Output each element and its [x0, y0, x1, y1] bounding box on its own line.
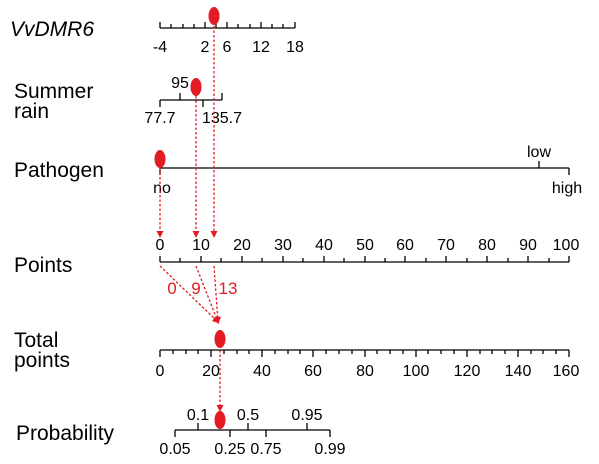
probability-upper-tick-label: 0.95 — [291, 407, 322, 424]
contribution-label-vvdmr6: 13 — [219, 279, 238, 298]
pathogen-lower-tick-label: high — [552, 180, 582, 197]
summer-rain-lower-tick-label: 135.7 — [202, 110, 242, 127]
total-points-tick-label: 40 — [253, 363, 271, 380]
points-sum-arrow-13 — [213, 265, 222, 324]
points-tick-label: 70 — [437, 237, 455, 254]
probability-upper-tick-label: 0.1 — [187, 407, 209, 424]
points-tick-label: 30 — [274, 237, 292, 254]
pathogen-value-marker — [154, 150, 166, 168]
probability-lower-tick-label: 0.25 — [214, 441, 245, 458]
vvdmr6-tick-label: 12 — [252, 39, 270, 56]
row-label-summer-rain-line1: Summer — [14, 80, 93, 103]
row-label-summer-rain-line2: rain — [14, 100, 49, 123]
summer-rain-value-marker — [190, 78, 202, 96]
row-label-points: Points — [14, 254, 72, 277]
probability-upper-tick-label: 0.5 — [237, 407, 259, 424]
pathogen-upper-tick-label: low — [527, 144, 551, 161]
probability-lower-tick-label: 0.99 — [314, 441, 345, 458]
vvdmr6-tick-label: 6 — [223, 39, 232, 56]
row-label-total-points-line2: points — [14, 349, 70, 372]
contribution-label-pathogen: 0 — [167, 279, 176, 298]
row-label-total-points-line1: Total — [14, 329, 58, 352]
points-tick-label: 20 — [233, 237, 251, 254]
total-points-tick-label: 160 — [553, 363, 580, 380]
row-label-vvdmr6: VvDMR6 — [10, 18, 94, 41]
vvdmr6-tick-label: -4 — [153, 39, 167, 56]
contribution-label-summer-rain: 9 — [191, 279, 200, 298]
vvdmr6-axis: -4 2 6 12 18 — [153, 22, 304, 56]
summer-rain-lower-tick-label: 77.7 — [144, 110, 175, 127]
points-tick-label: 60 — [396, 237, 414, 254]
probability-lower-tick-label: 0.75 — [250, 441, 281, 458]
value-markers — [154, 7, 226, 429]
probability-axis: 0.1 0.5 0.95 0.05 0.25 0.75 0.99 — [159, 407, 345, 458]
vvdmr6-tick-label: 2 — [201, 39, 210, 56]
pathogen-lower-tick-label: no — [153, 180, 171, 197]
score-arrows — [156, 26, 224, 412]
points-tick-label: 0 — [156, 237, 165, 254]
points-axis: 0 10 20 30 40 50 60 70 80 90 100 — [156, 237, 580, 263]
probability-value-marker — [214, 411, 226, 429]
points-tick-label: 80 — [478, 237, 496, 254]
total-points-value-marker — [214, 330, 226, 348]
pathogen-axis: low no high — [153, 144, 582, 197]
points-sum-arrow-9 — [195, 265, 220, 324]
total-points-tick-label: 140 — [505, 363, 532, 380]
row-label-pathogen: Pathogen — [14, 159, 104, 182]
total-points-axis: 0 20 40 60 80 100 120 140 160 — [156, 349, 580, 380]
total-points-tick-label: 20 — [202, 363, 220, 380]
points-tick-label: 10 — [192, 237, 210, 254]
points-tick-label: 90 — [519, 237, 537, 254]
points-tick-label: 50 — [356, 237, 374, 254]
total-points-tick-label: 120 — [454, 363, 481, 380]
total-points-tick-label: 60 — [304, 363, 322, 380]
points-tick-label: 100 — [553, 237, 580, 254]
total-points-tick-label: 100 — [403, 363, 430, 380]
total-points-tick-label: 80 — [356, 363, 374, 380]
vvdmr6-value-marker — [208, 7, 220, 25]
points-tick-label: 40 — [315, 237, 333, 254]
summer-rain-axis: 95 77.7 135.7 — [144, 75, 242, 127]
total-points-tick-label: 0 — [156, 363, 165, 380]
row-label-probability: Probability — [16, 422, 115, 445]
vvdmr6-tick-label: 18 — [286, 39, 304, 56]
probability-lower-tick-label: 0.05 — [159, 441, 190, 458]
summer-rain-upper-tick-label: 95 — [171, 75, 189, 92]
